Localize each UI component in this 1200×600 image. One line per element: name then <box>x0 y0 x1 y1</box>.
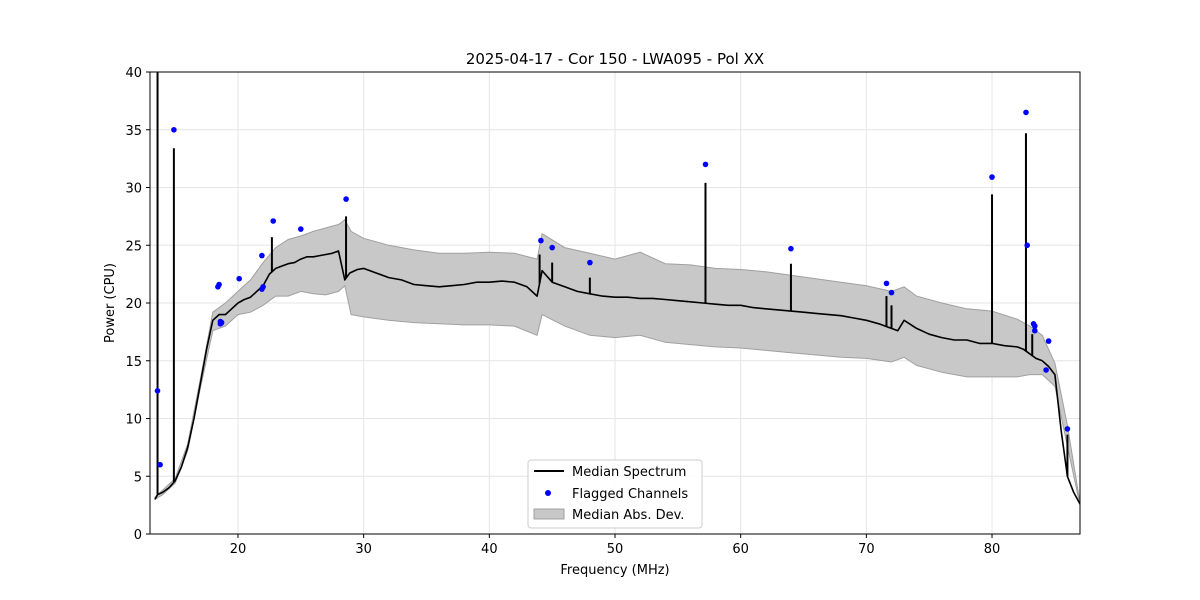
flagged-channel-point <box>1023 109 1029 116</box>
flagged-channel-point <box>1032 323 1038 329</box>
flagged-channel-point <box>1045 338 1052 344</box>
x-tick-label: 20 <box>230 542 247 557</box>
mad-band <box>154 219 1080 506</box>
x-tick-label: 40 <box>481 542 498 557</box>
y-axis-label: Power (CPU) <box>103 263 118 343</box>
y-tick-label: 5 <box>134 470 142 485</box>
flagged-channel-point <box>259 252 265 259</box>
flagged-channel-point <box>298 226 304 232</box>
mad-band-layer <box>154 219 1080 506</box>
flagged-channel-point <box>270 218 277 224</box>
legend-flagged-label: Flagged Channels <box>572 487 688 502</box>
flagged-channel-point <box>1024 242 1030 249</box>
y-tick-label: 20 <box>125 297 142 312</box>
flagged-channel-point <box>549 244 555 251</box>
flagged-channel-point <box>1064 426 1071 432</box>
flagged-channel-point <box>216 281 222 288</box>
legend-mad-label: Median Abs. Dev. <box>572 508 684 523</box>
flagged-channel-point <box>538 237 544 244</box>
flagged-channel-point <box>157 461 163 468</box>
x-axis-label: Frequency (MHz) <box>560 563 669 578</box>
median-line-layer <box>154 72 1080 505</box>
flagged-channel-point <box>989 174 995 180</box>
flagged-channel-point <box>218 319 225 326</box>
median-spectrum-line <box>154 250 1080 505</box>
chart-title: 2025-04-17 - Cor 150 - LWA095 - Pol XX <box>466 50 764 68</box>
x-tick-label: 60 <box>732 542 749 557</box>
flagged-channel-point <box>883 280 890 287</box>
y-tick-label: 35 <box>125 124 142 139</box>
y-tick-label: 25 <box>125 239 142 254</box>
axis-ticks: 20 30 40 50 60 70 80 0 5 10 15 20 25 30 35 40 <box>125 66 1000 557</box>
flagged-channel-point <box>260 284 266 290</box>
flagged-channel-point <box>587 259 593 266</box>
flagged-points-layer <box>154 109 1071 468</box>
y-tick-label: 10 <box>125 413 142 428</box>
legend-mad-swatch <box>533 508 565 520</box>
y-tick-label: 40 <box>125 66 142 81</box>
x-tick-label: 50 <box>607 542 624 557</box>
x-tick-label: 80 <box>984 542 1001 557</box>
legend-flagged-swatch <box>545 490 551 496</box>
flagged-channel-point <box>888 289 895 296</box>
legend: Median Spectrum Flagged Channels Median … <box>527 459 703 529</box>
flagged-channel-point <box>343 196 349 202</box>
x-tick-label: 70 <box>858 542 875 557</box>
y-tick-label: 30 <box>125 182 142 197</box>
flagged-channel-point <box>171 127 177 133</box>
y-tick-label: 0 <box>134 528 142 543</box>
y-tick-label: 15 <box>125 355 142 370</box>
flagged-channel-point <box>236 275 242 282</box>
legend-median-label: Median Spectrum <box>572 465 686 480</box>
flagged-channel-point <box>1032 327 1038 334</box>
legend-box <box>527 459 703 529</box>
flagged-channel-point <box>702 161 709 168</box>
flagged-channel-point <box>1043 367 1049 373</box>
flagged-channel-point <box>788 245 794 252</box>
x-tick-label: 30 <box>355 542 372 557</box>
flagged-channel-point <box>154 388 161 394</box>
